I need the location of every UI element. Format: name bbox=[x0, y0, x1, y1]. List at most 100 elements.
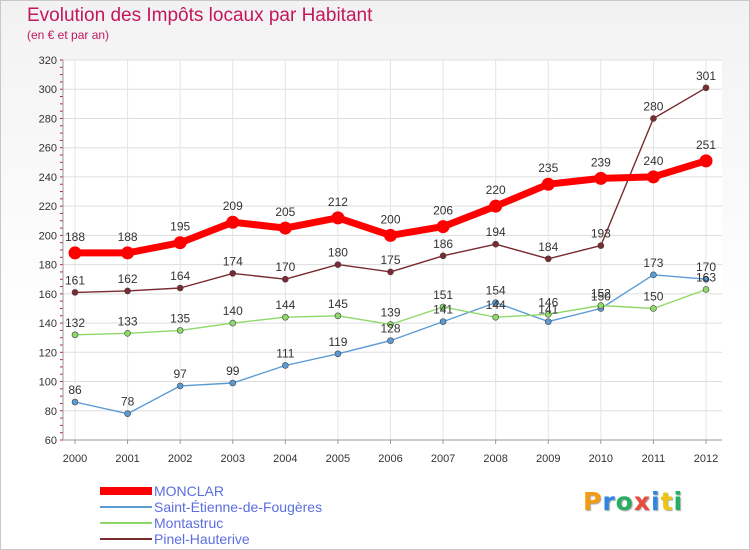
data-point bbox=[334, 261, 342, 268]
data-label: 154 bbox=[486, 284, 506, 298]
logo-letter: r bbox=[602, 487, 616, 516]
data-label: 173 bbox=[643, 256, 663, 270]
data-label: 78 bbox=[121, 395, 135, 409]
data-point bbox=[176, 327, 184, 334]
data-label: 133 bbox=[118, 314, 138, 328]
data-point bbox=[436, 220, 450, 234]
data-label: 144 bbox=[486, 298, 506, 312]
data-point bbox=[229, 319, 237, 327]
data-point bbox=[544, 255, 552, 263]
y-tick-label: 260 bbox=[39, 143, 57, 155]
legend-label: Montastruc bbox=[154, 515, 224, 531]
data-label: 141 bbox=[433, 303, 453, 317]
x-tick-label: 2002 bbox=[168, 453, 192, 465]
data-label: 111 bbox=[276, 346, 295, 360]
data-label: 161 bbox=[65, 273, 85, 287]
data-label: 86 bbox=[68, 383, 82, 397]
data-point bbox=[699, 154, 713, 168]
legend-item[interactable]: Montastruc bbox=[100, 515, 322, 531]
logo-letter: i bbox=[673, 487, 684, 516]
x-tick-label: 2007 bbox=[431, 453, 455, 465]
data-point bbox=[544, 318, 552, 325]
data-point bbox=[229, 379, 237, 387]
data-point bbox=[124, 287, 131, 295]
legend-item[interactable]: MONCLAR bbox=[100, 483, 322, 499]
data-point bbox=[334, 350, 342, 358]
legend-label: MONCLAR bbox=[154, 483, 225, 499]
data-point bbox=[492, 313, 499, 321]
x-tick-label: 2010 bbox=[589, 453, 613, 465]
data-point bbox=[229, 270, 237, 277]
data-label: 163 bbox=[696, 270, 716, 284]
logo-letter: x bbox=[633, 487, 651, 516]
chart-title: Evolution des Impôts locaux par Habitant bbox=[27, 5, 373, 26]
data-label: 152 bbox=[591, 287, 611, 301]
x-tick-label: 2005 bbox=[326, 453, 350, 465]
legend-item[interactable]: Saint-Étienne-de-Fougères bbox=[100, 499, 322, 515]
data-label: 174 bbox=[223, 254, 243, 268]
series-lines bbox=[68, 84, 713, 417]
legend-item[interactable]: Pinel-Hauterive bbox=[100, 531, 322, 547]
data-label: 186 bbox=[433, 237, 453, 251]
data-label: 175 bbox=[380, 253, 400, 267]
data-label: 119 bbox=[328, 335, 347, 349]
data-label: 164 bbox=[170, 269, 190, 283]
data-point bbox=[282, 362, 289, 369]
proxiti-logo[interactable]: Proxiti bbox=[583, 487, 683, 516]
y-tick-label: 100 bbox=[39, 377, 57, 389]
legend-swatch bbox=[100, 538, 152, 540]
data-point bbox=[226, 215, 240, 229]
data-label: 180 bbox=[328, 246, 348, 260]
data-point bbox=[278, 221, 292, 235]
data-point bbox=[331, 211, 345, 225]
plot-area bbox=[63, 60, 722, 440]
data-label: 200 bbox=[380, 212, 400, 226]
data-label: 251 bbox=[696, 138, 716, 152]
y-tick-label: 140 bbox=[39, 318, 57, 330]
data-point bbox=[387, 321, 394, 328]
chart-subtitle: (en € et par an) bbox=[27, 28, 110, 42]
data-point bbox=[173, 236, 187, 250]
data-point bbox=[541, 177, 555, 191]
data-point bbox=[387, 268, 394, 276]
legend-swatch bbox=[100, 506, 152, 508]
data-label: 239 bbox=[591, 155, 611, 169]
data-label: 170 bbox=[696, 260, 716, 274]
y-tick-label: 200 bbox=[39, 230, 57, 242]
data-label: 162 bbox=[118, 272, 138, 286]
y-tick-label: 240 bbox=[39, 172, 57, 184]
data-label: 132 bbox=[65, 316, 85, 330]
data-point bbox=[650, 305, 657, 312]
x-tick-label: 2004 bbox=[273, 453, 297, 465]
data-point bbox=[492, 240, 499, 248]
data-label: 150 bbox=[643, 289, 663, 303]
data-point bbox=[702, 275, 710, 283]
legend-swatch bbox=[100, 522, 152, 524]
y-tick-label: 120 bbox=[39, 347, 57, 359]
data-label: 193 bbox=[591, 227, 611, 241]
data-point bbox=[439, 303, 447, 311]
data-point bbox=[71, 331, 79, 339]
data-point bbox=[489, 199, 503, 213]
data-point bbox=[650, 271, 657, 279]
data-point bbox=[71, 398, 79, 406]
x-tick-label: 2008 bbox=[483, 453, 507, 465]
data-label: 146 bbox=[538, 295, 558, 309]
x-tick-label: 2003 bbox=[221, 453, 245, 465]
data-label: 135 bbox=[170, 311, 190, 325]
data-point bbox=[492, 299, 499, 306]
data-point bbox=[124, 330, 131, 337]
data-labels: 86 78 97 99 111 119 128 141 154 141 150 173 170 132 13… bbox=[65, 69, 716, 409]
data-label: 99 bbox=[226, 364, 240, 378]
logo-letter: o bbox=[615, 487, 634, 516]
data-label: 97 bbox=[173, 367, 187, 381]
logo-letter: i bbox=[651, 487, 661, 516]
x-tick-label: 2000 bbox=[63, 453, 87, 465]
data-label: 209 bbox=[223, 199, 243, 213]
x-tick-label: 2006 bbox=[378, 453, 402, 465]
x-tick-label: 2011 bbox=[642, 453, 666, 465]
y-tick-label: 60 bbox=[45, 435, 57, 447]
axes: 60 80 100 120 140 160 180 200 220 240 260 280 300 320… bbox=[39, 55, 722, 465]
data-point bbox=[384, 228, 397, 242]
